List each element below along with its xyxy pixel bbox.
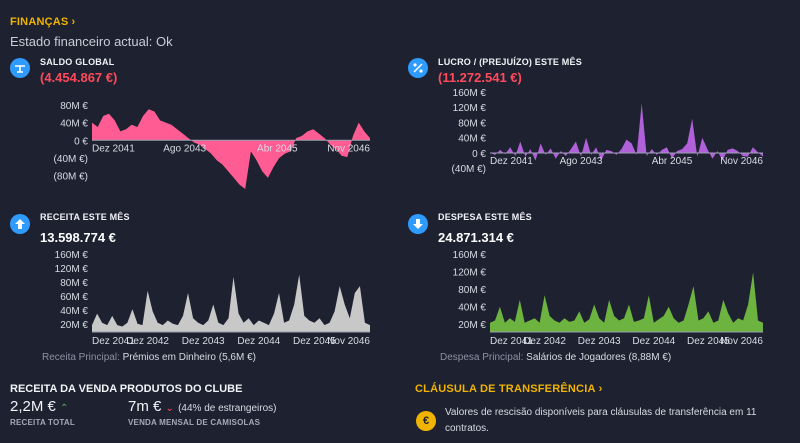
- x-tick-label: Dez 2045: [293, 336, 336, 347]
- despesa-value: 24.871.314 €: [438, 230, 514, 245]
- receita-value: 13.598.774 €: [40, 230, 116, 245]
- lucro-area-series: [490, 103, 763, 161]
- x-tick-label: Dez 2044: [632, 336, 675, 347]
- y-tick-label: 0 €: [472, 149, 486, 160]
- finances-title[interactable]: FINANÇAS ›: [10, 16, 76, 28]
- y-tick-label: 160M €: [55, 250, 89, 261]
- y-tick-label: 80M €: [458, 285, 486, 296]
- merch-total-label: RECEITA TOTAL: [10, 418, 75, 427]
- y-tick-label: 80M €: [60, 101, 88, 112]
- y-tick-label: 80M €: [458, 118, 486, 129]
- lucro-value: (11.272.541 €): [438, 70, 522, 85]
- y-tick-label: 60M €: [60, 292, 88, 303]
- x-tick-label: Dez 2045: [687, 336, 730, 347]
- trend-up-icon: ⌃: [60, 403, 69, 414]
- y-tick-label: 40M €: [60, 119, 88, 130]
- arrow-down-icon: [408, 214, 428, 234]
- y-tick-label: 40M €: [458, 134, 486, 145]
- y-tick-label: 80M €: [60, 278, 88, 289]
- receita-chart[interactable]: 160M € 120M € 80M € 60M € 40M € 20M € Dez 2041…: [10, 248, 400, 348]
- lucro-chart[interactable]: 160M € 120M € 80M € 40M € 0 € (40M €) Dez 2041…: [408, 86, 793, 188]
- x-tick-label: Ago 2043: [163, 143, 206, 154]
- receita-label: RECEITA ESTE MÊS: [40, 212, 130, 222]
- x-tick-label: Dez 2043: [578, 336, 621, 347]
- chevron-right-icon: ›: [598, 383, 603, 395]
- balance-icon: [10, 58, 30, 78]
- x-tick-label: Dez 2042: [126, 336, 169, 347]
- x-tick-label: Dez 2042: [523, 336, 566, 347]
- x-tick-label: Dez 2041: [490, 156, 533, 167]
- x-tick-label: Abr 2045: [257, 143, 298, 154]
- saldo-label: SALDO GLOBAL: [40, 57, 115, 67]
- x-tick-label: Nov 2046: [327, 143, 370, 154]
- x-tick-label: Nov 2046: [327, 336, 370, 347]
- x-tick-label: Abr 2045: [652, 156, 693, 167]
- y-tick-label: 20M €: [60, 320, 88, 331]
- x-tick-label: Dez 2041: [490, 336, 533, 347]
- x-tick-label: Dez 2041: [92, 336, 135, 347]
- euro-coin-icon: €: [416, 411, 436, 431]
- y-tick-label: 160M €: [453, 88, 487, 99]
- y-tick-label: 160M €: [453, 250, 487, 261]
- y-tick-label: 0 €: [74, 136, 88, 147]
- y-tick-label: 120M €: [55, 264, 89, 275]
- y-tick-label: (40M €): [54, 154, 88, 165]
- despesa-caption: Despesa Principal: Salários de Jogadores…: [440, 352, 672, 363]
- despesa-label: DESPESA ESTE MÊS: [438, 212, 532, 222]
- merch-shirts-label: VENDA MENSAL DE CAMISOLAS: [128, 418, 261, 427]
- arrow-up-icon: [10, 214, 30, 234]
- y-tick-label: 20M €: [458, 320, 486, 331]
- merch-title: RECEITA DA VENDA PRODUTOS DO CLUBE: [10, 383, 243, 395]
- y-tick-label: 40M €: [458, 303, 486, 314]
- x-tick-label: Nov 2046: [720, 156, 763, 167]
- x-tick-label: Ago 2043: [560, 156, 603, 167]
- percent-icon: [408, 58, 428, 78]
- x-tick-label: Dez 2041: [92, 143, 135, 154]
- y-tick-label: 40M €: [60, 306, 88, 317]
- receita-caption: Receita Principal: Prémios em Dinheiro (…: [42, 352, 256, 363]
- y-tick-label: 120M €: [453, 268, 487, 279]
- y-tick-label: (40M €): [452, 164, 486, 175]
- trend-down-icon: ⌄: [165, 403, 174, 414]
- chevron-right-icon: ›: [71, 16, 76, 28]
- despesa-area-series: [490, 272, 763, 332]
- saldo-chart[interactable]: 80M € 40M € 0 € (40M €) (80M €) Dez 2041 Ago 2…: [10, 90, 400, 205]
- y-tick-label: 120M €: [453, 103, 487, 114]
- x-tick-label: Nov 2046: [720, 336, 763, 347]
- clause-title[interactable]: CLÁUSULA DE TRANSFERÊNCIA ›: [415, 383, 603, 395]
- y-tick-label: (80M €): [54, 172, 88, 183]
- x-tick-label: Dez 2043: [182, 336, 225, 347]
- receita-area-series: [92, 274, 370, 332]
- saldo-value: (4.454.867 €): [40, 70, 118, 85]
- clause-text: Valores de rescisão disponíveis para clá…: [445, 407, 757, 434]
- merch-shirts: 7m € ⌄ (44% de estrangeiros): [128, 398, 277, 415]
- x-tick-label: Dez 2044: [237, 336, 280, 347]
- saldo-area-series: [92, 109, 370, 189]
- financial-status: Estado financeiro actual: Ok: [10, 34, 173, 49]
- lucro-label: LUCRO / (PREJUÍZO) ESTE MÊS: [438, 57, 582, 67]
- merch-total: 2,2M € ⌃: [10, 398, 69, 415]
